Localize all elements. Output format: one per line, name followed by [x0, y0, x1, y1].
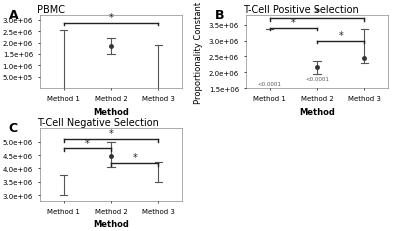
Text: <0.0001: <0.0001: [258, 82, 282, 87]
Text: *: *: [109, 13, 113, 23]
Text: *: *: [315, 8, 319, 18]
Text: A: A: [9, 9, 18, 22]
X-axis label: Method: Method: [299, 107, 335, 116]
Text: T-Cell Negative Selection: T-Cell Negative Selection: [37, 118, 159, 128]
Text: C: C: [9, 121, 18, 134]
Text: B: B: [215, 9, 224, 22]
Y-axis label: Proportionality Constant: Proportionality Constant: [194, 2, 203, 103]
X-axis label: Method: Method: [93, 107, 129, 116]
X-axis label: Method: Method: [93, 219, 129, 228]
Text: <0.0001: <0.0001: [305, 77, 329, 82]
Text: *: *: [291, 18, 296, 28]
Text: *: *: [85, 138, 90, 148]
Text: PBMC: PBMC: [37, 6, 65, 15]
Text: *: *: [132, 153, 137, 163]
Text: *: *: [338, 31, 343, 41]
Text: *: *: [109, 129, 113, 139]
Text: T-Cell Positive Selection: T-Cell Positive Selection: [243, 6, 359, 15]
